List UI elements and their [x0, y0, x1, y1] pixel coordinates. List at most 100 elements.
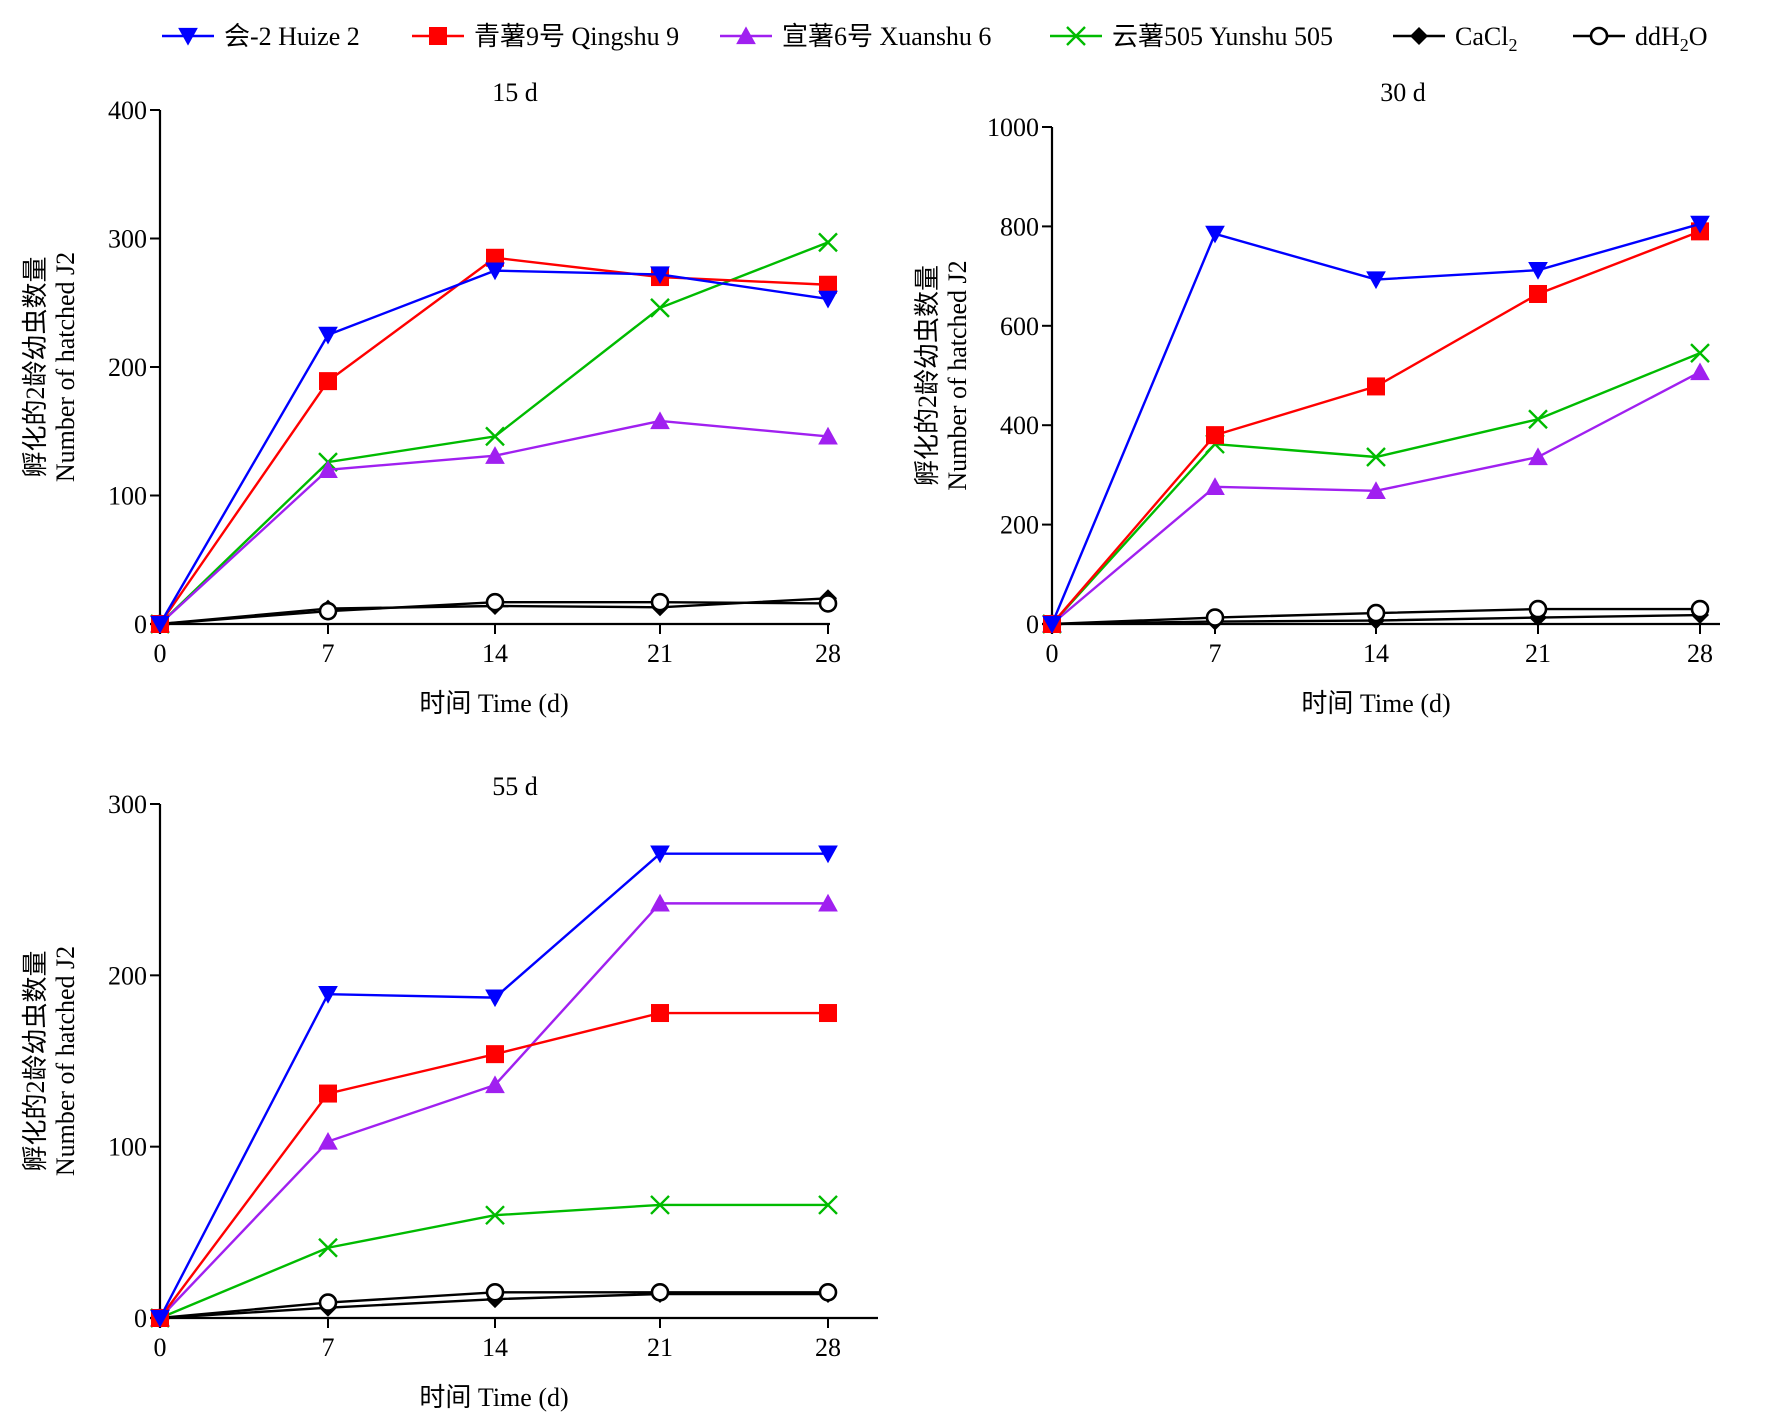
series-ddh2o [150, 592, 838, 634]
data-point-qingshu9 [651, 1004, 669, 1023]
y-tick-label: 100 [108, 482, 147, 511]
data-point-huize2 [485, 262, 505, 281]
data-point-yunshu505 [818, 232, 838, 253]
y-tick-label: 400 [1000, 411, 1039, 440]
data-point-ddh2o [1690, 599, 1710, 619]
legend-marker-cacl2 [1410, 27, 1428, 45]
x-axis-label: 时间 Time (d) [1301, 689, 1450, 718]
data-point-huize2 [650, 266, 670, 285]
chart-panel-1: 15 d 0 100 200 300 400 0 7 14 21 28 时间 Time (d) 孵化的2… [21, 78, 841, 718]
legend-item-cacl2: CaCl2 [1393, 22, 1517, 55]
y-axis-label-cn: 孵化的2龄幼虫数量 [21, 256, 50, 477]
data-point-yunshu505 [650, 1195, 670, 1215]
data-point-ddh2o [318, 601, 338, 621]
x-tick-label: 7 [1209, 639, 1222, 668]
series-yunshu505 [150, 1195, 838, 1328]
x-tick-label: 7 [322, 1333, 335, 1362]
y-axis-label-en: Number of hatched J2 [51, 946, 80, 1176]
data-point-yunshu505 [818, 1195, 838, 1215]
data-point-ddh2o [318, 1293, 338, 1312]
chart-panels: 15 d 0 100 200 300 400 0 7 14 21 28 时间 Time (d) 孵化的2… [21, 78, 1720, 1412]
data-point-huize2 [150, 615, 170, 634]
data-point-xuanshu6 [818, 893, 838, 912]
data-point-yunshu505 [318, 1237, 338, 1258]
x-tick-label: 14 [1363, 639, 1389, 668]
chart-panel-2: 30 d 0 200 400 600 800 1000 0 7 14 21 28 时间 Time (d)… [913, 78, 1720, 718]
legend-item-huize2: 会-2 Huize 2 [162, 22, 360, 51]
chart-title: 55 d [492, 772, 538, 801]
y-axis-label-en: Number of hatched J2 [943, 260, 972, 490]
data-point-huize2 [818, 845, 838, 864]
legend-marker-xuanshu6 [736, 26, 756, 45]
data-point-qingshu9 [319, 372, 337, 391]
legend-marker-yunshu505 [1066, 26, 1086, 46]
series-line-xuanshu6 [159, 902, 828, 1319]
data-point-ddh2o [1366, 603, 1386, 623]
legend-marker-qingshu9 [429, 27, 447, 45]
series-qingshu9 [151, 1004, 837, 1327]
legend-label-yunshu505: 云薯505 Yunshu 505 [1112, 22, 1333, 51]
data-point-yunshu505 [1366, 447, 1386, 467]
y-tick-label: 300 [108, 790, 147, 819]
series-line-yunshu505 [159, 241, 829, 625]
y-axis-label-en: Number of hatched J2 [51, 252, 80, 482]
legend-item-yunshu505: 云薯505 Yunshu 505 [1050, 22, 1333, 51]
y-tick-label: 600 [1000, 312, 1039, 341]
data-point-yunshu505 [1528, 409, 1548, 430]
data-point-huize2 [318, 326, 338, 345]
x-tick-label: 14 [482, 639, 508, 668]
data-point-yunshu505 [650, 298, 670, 318]
data-point-huize2 [1205, 225, 1225, 244]
data-point-qingshu9 [486, 248, 504, 267]
data-point-huize2 [1690, 215, 1710, 234]
data-point-xuanshu6 [318, 460, 338, 478]
series-line-huize2 [158, 269, 829, 625]
data-point-huize2 [150, 1309, 170, 1328]
y-tick-label: 0 [134, 610, 147, 639]
data-point-huize2 [485, 989, 505, 1008]
legend-marker-huize2 [178, 27, 198, 46]
data-point-xuanshu6 [1205, 477, 1225, 495]
series-yunshu505 [150, 232, 838, 634]
x-axis-label: 时间 Time (d) [419, 689, 568, 718]
y-axis-label-cn: 孵化的2龄幼虫数量 [913, 265, 942, 486]
x-tick-label: 0 [1046, 639, 1059, 668]
x-tick-label: 14 [482, 1333, 508, 1362]
data-point-huize2 [318, 986, 338, 1004]
data-point-xuanshu6 [485, 1075, 505, 1094]
series-line-qingshu9 [159, 256, 829, 625]
data-point-huize2 [818, 290, 838, 309]
data-point-ddh2o [818, 1283, 838, 1302]
data-point-huize2 [1528, 261, 1548, 280]
legend: 会-2 Huize 2 青薯9号 Qingshu 9 宣薯6号 Xuanshu 6 云… [162, 22, 1708, 55]
series-huize2 [150, 845, 838, 1328]
data-point-huize2 [1366, 271, 1386, 290]
data-point-ddh2o [818, 594, 838, 613]
chart-panel-3: 55 d 0 100 200 300 0 7 14 21 28 时间 Time (d) 孵化的2龄幼虫… [21, 772, 878, 1412]
legend-marker-ddh2o [1589, 26, 1609, 46]
data-point-xuanshu6 [1528, 447, 1548, 466]
legend-item-xuanshu6: 宣薯6号 Xuanshu 6 [720, 22, 991, 51]
legend-label-huize2: 会-2 Huize 2 [224, 22, 360, 51]
y-tick-label: 200 [1000, 511, 1039, 540]
series-qingshu9 [151, 248, 837, 633]
y-tick-label: 400 [108, 96, 147, 125]
data-point-yunshu505 [1690, 343, 1710, 363]
data-point-ddh2o [650, 592, 670, 612]
x-tick-label: 28 [1687, 639, 1713, 668]
legend-label-cacl2: CaCl2 [1455, 22, 1517, 55]
data-point-xuanshu6 [1366, 481, 1386, 499]
y-tick-label: 200 [108, 353, 147, 382]
y-tick-label: 0 [1026, 610, 1039, 639]
data-point-qingshu9 [1529, 284, 1547, 303]
data-point-xuanshu6 [1690, 362, 1710, 381]
x-tick-label: 21 [1525, 639, 1551, 668]
data-point-ddh2o [650, 1283, 670, 1302]
x-tick-label: 21 [647, 639, 673, 668]
data-point-yunshu505 [485, 426, 505, 447]
y-axis-label-cn: 孵化的2龄幼虫数量 [21, 950, 50, 1171]
x-tick-label: 21 [647, 1333, 673, 1362]
x-tick-label: 0 [154, 639, 167, 668]
data-point-ddh2o [485, 1283, 505, 1302]
